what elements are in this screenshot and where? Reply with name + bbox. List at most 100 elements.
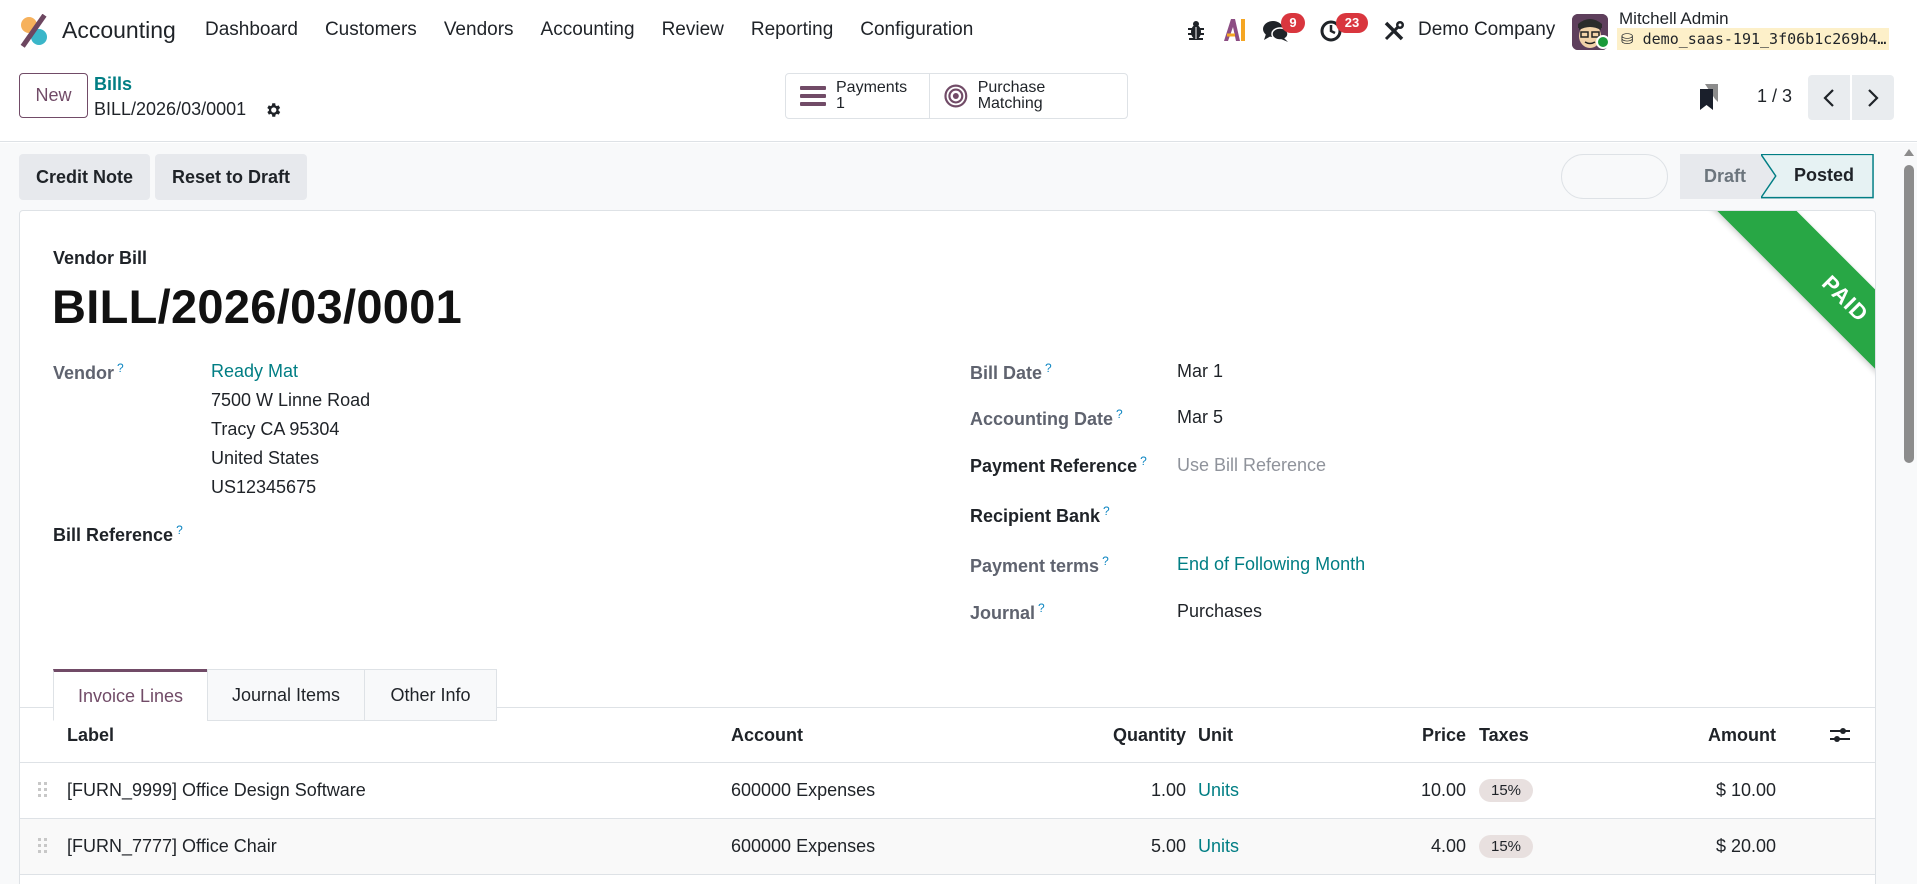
journal-field[interactable]: Purchases [1177, 601, 1263, 621]
stage-posted-label: Posted [1794, 165, 1855, 185]
column-account[interactable]: Account [731, 724, 803, 745]
cell-taxes[interactable]: 15% [1479, 819, 1534, 874]
payments-count: 1 [836, 95, 845, 112]
bill-reference-input[interactable] [211, 517, 911, 549]
recipient-bank-label: Recipient Bank? [970, 504, 1110, 526]
column-taxes[interactable]: Taxes [1479, 724, 1529, 745]
cell-quantity[interactable]: 5.00 [1150, 836, 1186, 856]
cell-price[interactable]: 4.00 [1430, 836, 1466, 856]
database-icon: ⛁ [1621, 30, 1634, 48]
chevron-right-icon [1868, 88, 1879, 107]
pager-previous-button[interactable] [1808, 75, 1850, 120]
ai-icon[interactable] [1222, 19, 1246, 41]
drag-handle-icon[interactable] [38, 782, 48, 800]
tools-icon[interactable] [1383, 20, 1405, 42]
column-label[interactable]: Label [67, 724, 115, 745]
payments-label: Payments [836, 79, 908, 96]
chevron-left-icon [1823, 88, 1834, 107]
new-button[interactable]: New [19, 73, 88, 118]
help-icon[interactable]: ? [1045, 361, 1052, 375]
cell-taxes[interactable]: 15% [1479, 763, 1534, 818]
list-icon [800, 86, 826, 106]
column-price[interactable]: Price [1421, 724, 1466, 745]
help-icon[interactable]: ? [1103, 504, 1110, 518]
menu-customers[interactable]: Customers [324, 19, 417, 40]
vendor-name-link[interactable]: Ready Mat [211, 361, 299, 381]
top-navbar: Accounting Dashboard Customers Vendors A… [0, 0, 1917, 62]
bill-date-field[interactable]: Mar 1 [1177, 361, 1224, 381]
menu-configuration[interactable]: Configuration [860, 19, 974, 40]
cell-account[interactable]: 600000 Expenses [731, 780, 876, 800]
drag-handle-icon[interactable] [38, 838, 48, 856]
menu-reporting[interactable]: Reporting [750, 19, 834, 40]
tax-badge: 15% [1479, 835, 1534, 858]
stage-draft[interactable]: Draft [1680, 154, 1780, 199]
bookmark-icon[interactable] [1698, 84, 1720, 110]
app-name[interactable]: Accounting [62, 17, 176, 43]
gear-icon[interactable] [264, 101, 282, 119]
menu-accounting[interactable]: Accounting [540, 19, 635, 40]
journal-label: Journal? [970, 601, 1045, 623]
cell-price[interactable]: 10.00 [1420, 780, 1466, 800]
scroll-up-arrow-icon[interactable] [1904, 149, 1914, 156]
table-row[interactable]: [FURN_7777] Office Chair 600000 Expenses… [20, 819, 1875, 875]
help-icon[interactable]: ? [176, 523, 183, 537]
menu-review[interactable]: Review [661, 19, 724, 40]
user-avatar[interactable] [1572, 14, 1608, 50]
breadcrumb-current-record: BILL/2026/03/0001 [94, 99, 247, 119]
help-icon[interactable]: ? [1038, 601, 1045, 615]
payment-reference-input[interactable]: Use Bill Reference [1177, 455, 1327, 475]
cell-amount: $ 10.00 [1715, 780, 1776, 800]
paid-ribbon: PAID [1655, 211, 1875, 431]
accounting-date-field[interactable]: Mar 5 [1177, 407, 1224, 427]
document-type: Vendor Bill [53, 248, 148, 268]
bug-icon[interactable] [1187, 20, 1205, 40]
purchase-matching-smart-button[interactable]: Purchase Matching [929, 74, 1127, 118]
payments-smart-button[interactable]: Payments 1 [786, 74, 929, 118]
pager-next-button[interactable] [1852, 75, 1894, 120]
column-unit[interactable]: Unit [1198, 724, 1233, 745]
accounting-app-icon[interactable] [18, 14, 50, 48]
sliders-icon [1830, 728, 1850, 742]
pager-value[interactable]: 1 / 3 [1757, 86, 1793, 106]
recipient-bank-field[interactable] [1177, 501, 1677, 531]
help-icon[interactable]: ? [1102, 554, 1109, 568]
breadcrumb-bills[interactable]: Bills [94, 74, 133, 94]
help-icon[interactable]: ? [1116, 407, 1123, 421]
bill-date-label: Bill Date? [970, 361, 1052, 383]
payment-terms-link[interactable]: End of Following Month [1177, 554, 1366, 574]
cell-account[interactable]: 600000 Expenses [731, 836, 876, 856]
vendor-address-line: Tracy CA 95304 [211, 419, 340, 439]
stage-posted[interactable] [1761, 154, 1875, 199]
tab-invoice-lines[interactable]: Invoice Lines [53, 669, 208, 721]
messages-count-badge: 9 [1281, 13, 1305, 33]
status-pill [1561, 154, 1668, 199]
tab-other-info[interactable]: Other Info [364, 669, 497, 721]
table-row[interactable]: [FURN_9999] Office Design Software 60000… [20, 763, 1875, 819]
cell-unit[interactable]: Units [1198, 780, 1240, 800]
activities-count-badge: 23 [1336, 13, 1368, 33]
column-quantity[interactable]: Quantity [1112, 724, 1186, 745]
cell-label[interactable]: [FURN_9999] Office Design Software [67, 780, 366, 800]
column-amount[interactable]: Amount [1708, 724, 1776, 745]
user-name[interactable]: Mitchell Admin [1619, 9, 1729, 28]
tab-journal-items[interactable]: Journal Items [207, 669, 365, 721]
cell-quantity[interactable]: 1.00 [1150, 780, 1186, 800]
help-icon[interactable]: ? [1140, 454, 1147, 468]
credit-note-button[interactable]: Credit Note [19, 154, 150, 200]
menu-dashboard[interactable]: Dashboard [205, 19, 298, 40]
reset-to-draft-button[interactable]: Reset to Draft [155, 154, 307, 200]
scroll-thumb[interactable] [1904, 165, 1914, 463]
help-icon[interactable]: ? [117, 361, 124, 375]
payment-terms-label: Payment terms? [970, 554, 1109, 576]
cell-unit[interactable]: Units [1198, 836, 1240, 856]
company-switcher[interactable]: Demo Company [1418, 19, 1556, 40]
bullseye-icon [944, 84, 968, 108]
cell-label[interactable]: [FURN_7777] Office Chair [67, 836, 277, 856]
optional-columns-toggle[interactable] [1830, 708, 1850, 762]
vendor-address-line: 7500 W Linne Road [211, 390, 371, 410]
control-panel: New Bills BILL/2026/03/0001 Payments 1 P… [0, 62, 1917, 142]
menu-vendors[interactable]: Vendors [443, 19, 514, 40]
smart-buttons: Payments 1 Purchase Matching [785, 73, 1128, 119]
vertical-scrollbar[interactable] [1900, 143, 1917, 884]
